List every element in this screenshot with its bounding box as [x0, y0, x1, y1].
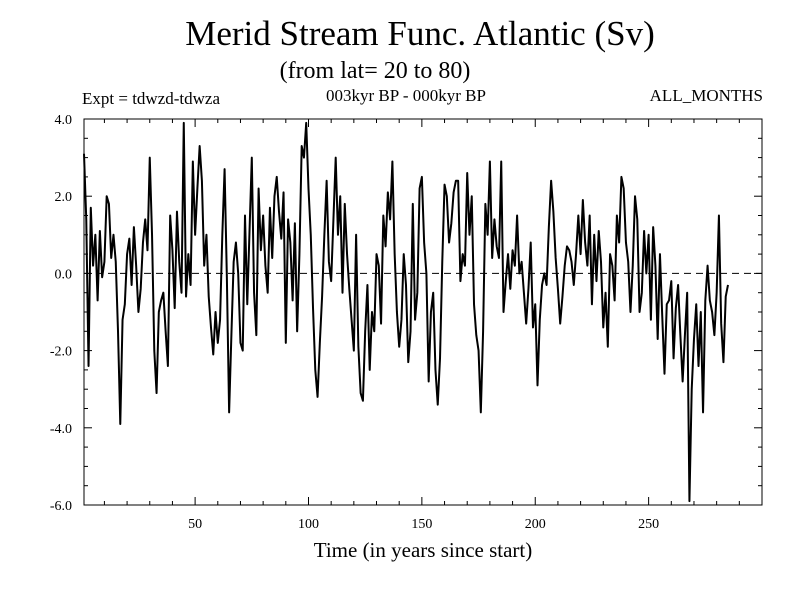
x-tick-label: 200 [525, 517, 546, 532]
y-tick-label: -6.0 [50, 499, 72, 514]
axis-ticks: -6.0 -4.0 -2.0 0.0 2.0 4.0 50 100 150 200 250 [50, 113, 763, 532]
experiment-label: Expt = tdwzd-tdwza [82, 89, 220, 108]
x-tick-label: 150 [411, 517, 432, 532]
x-tick-label: 250 [638, 517, 659, 532]
period-label: 003kyr BP - 000kyr BP [326, 86, 486, 105]
x-axis-label: Time (in years since start) [313, 538, 533, 562]
y-tick-label: 4.0 [55, 113, 73, 128]
y-tick-label: -4.0 [50, 422, 72, 437]
x-tick-label: 50 [188, 517, 202, 532]
x-tick-label: 100 [298, 517, 319, 532]
y-tick-label: -2.0 [50, 345, 72, 360]
months-label: ALL_MONTHS [649, 86, 763, 105]
chart-subtitle: (from lat= 20 to 80) [279, 58, 471, 84]
plot-frame [83, 118, 763, 506]
y-tick-label: 0.0 [55, 267, 73, 282]
series-line [83, 121, 729, 503]
chart-title: Merid Stream Func. Atlantic (Sv) [185, 14, 655, 53]
y-tick-label: 2.0 [55, 190, 73, 205]
